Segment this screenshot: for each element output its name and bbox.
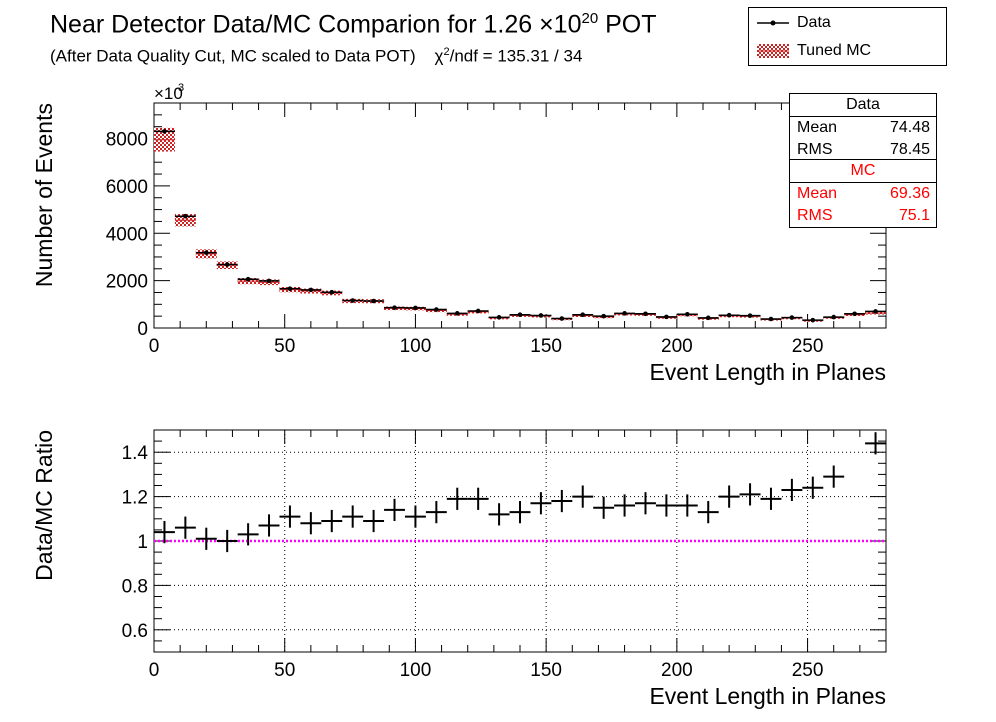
stats-data-mean-value: 74.48 <box>889 119 930 136</box>
data-point <box>496 315 502 320</box>
data-point <box>810 317 816 323</box>
data-point <box>350 298 355 303</box>
y-multiplier-label: ×10 <box>154 84 183 103</box>
data-point <box>392 305 397 310</box>
data-point <box>726 312 732 318</box>
legend-entry-data: Data <box>749 10 946 36</box>
data-point <box>183 213 188 219</box>
y-tick-label: 0.6 <box>122 621 148 642</box>
data-point <box>371 298 376 304</box>
x-tick-label: 250 <box>792 336 824 357</box>
chart-title: Near Detector Data/MC Comparion for 1.26… <box>50 10 657 39</box>
data-point <box>789 315 795 320</box>
x-tick-label: 250 <box>792 660 824 681</box>
data-point <box>580 312 586 318</box>
data-point <box>454 311 460 316</box>
y-tick-label: 2000 <box>106 272 148 293</box>
data-point <box>517 312 523 318</box>
histogram-plot: 0 50 100 150 200 250 0 2000 4000 6000 8000 Event Le… <box>31 82 887 385</box>
data-point <box>266 278 272 284</box>
stats-data-rms-label: RMS <box>797 141 833 158</box>
legend-mc-swatch <box>757 44 789 58</box>
data-point <box>601 313 606 319</box>
ratio-plot: 0 50 100 150 200 250 0.6 0.8 1 1.2 1.4 Event Length… <box>31 429 887 709</box>
stats-mc-rms-row: RMS 75.1 <box>790 205 936 227</box>
chi-exponent: 2 <box>443 46 450 58</box>
x-tick-label: 150 <box>530 660 562 681</box>
stats-mc-header: MC <box>790 160 936 183</box>
stats-mc-mean-label: Mean <box>797 185 838 202</box>
stats-box-data: Data Mean 74.48 RMS 78.45 <box>789 93 937 162</box>
x-tick-label: 100 <box>400 660 432 681</box>
data-point <box>643 311 648 317</box>
data-point <box>538 313 544 318</box>
data-point <box>224 262 230 267</box>
y-tick-label: 1.4 <box>122 443 149 464</box>
stats-data-rms-row: RMS 78.45 <box>790 139 936 161</box>
data-point <box>622 311 627 316</box>
data-point <box>768 316 774 322</box>
chi-ndf-text: /ndf = 135.31 / 34 <box>449 46 583 66</box>
data-point <box>308 287 314 293</box>
plot-frame <box>153 102 887 329</box>
data-point <box>747 313 753 318</box>
stats-box-mc: MC Mean 69.36 RMS 75.1 <box>789 159 937 228</box>
x-axis-title: Event Length in Planes <box>649 359 886 385</box>
data-point <box>245 276 251 282</box>
data-point <box>664 314 669 320</box>
y-tick-label: 8000 <box>106 130 148 151</box>
data-point <box>852 311 857 317</box>
stats-mc-mean-row: Mean 69.36 <box>790 183 936 205</box>
title-exponent: 20 <box>581 10 599 27</box>
stats-data-mean-label: Mean <box>797 119 838 136</box>
data-point <box>203 250 209 255</box>
subtitle-text: (After Data Quality Cut, MC scaled to Da… <box>50 46 416 66</box>
title-suffix: POT <box>598 10 657 39</box>
legend-entry-mc: Tuned MC <box>749 38 946 64</box>
x-tick-label: 200 <box>661 660 693 681</box>
x-axis-title: Event Length in Planes <box>649 683 886 709</box>
data-point <box>434 307 439 312</box>
stats-data-mean-row: Mean 74.48 <box>790 117 936 139</box>
chi-symbol: χ <box>434 46 444 66</box>
x-tick-label: 0 <box>149 336 160 357</box>
legend-data-label: Data <box>797 14 831 31</box>
stats-data-rms-value: 78.45 <box>889 141 930 158</box>
x-tick-label: 200 <box>661 336 693 357</box>
data-point <box>329 289 335 295</box>
x-tick-label: 100 <box>400 336 432 357</box>
data-point <box>559 316 565 321</box>
chart-subtitle: (After Data Quality Cut, MC scaled to Da… <box>50 46 582 67</box>
x-tick-label: 0 <box>149 660 160 681</box>
y-tick-label: 1 <box>137 532 148 553</box>
legend-data-marker <box>757 20 789 26</box>
title-main: Near Detector Data/MC Comparion for 1.26… <box>50 10 582 39</box>
x-tick-label: 150 <box>530 336 562 357</box>
y-tick-label: 0.8 <box>122 576 148 597</box>
data-point <box>705 315 711 321</box>
y-multiplier-exponent: 3 <box>178 82 184 94</box>
y-tick-label: 1.2 <box>122 488 148 509</box>
legend-mc-label: Tuned MC <box>797 42 872 59</box>
y-axis-title: Number of Events <box>31 103 57 287</box>
data-point <box>413 305 418 311</box>
stats-mc-mean-value: 69.36 <box>889 185 930 202</box>
x-tick-label: 50 <box>274 336 295 357</box>
stats-mc-rms-label: RMS <box>797 207 833 224</box>
stats-data-header: Data <box>790 94 936 117</box>
data-point <box>287 286 293 291</box>
x-tick-label: 50 <box>274 660 295 681</box>
y-tick-label: 4000 <box>106 224 148 245</box>
data-point <box>873 309 878 314</box>
legend: Data Tuned MC <box>748 7 947 66</box>
y-tick-label: 0 <box>137 319 148 340</box>
y-tick-label: 6000 <box>106 177 148 198</box>
data-point <box>475 308 481 314</box>
stats-mc-rms-value: 75.1 <box>898 207 930 224</box>
y-axis-title: Data/MC Ratio <box>31 430 57 581</box>
data-point <box>685 311 690 317</box>
data-point <box>162 129 167 134</box>
data-point <box>831 314 837 320</box>
